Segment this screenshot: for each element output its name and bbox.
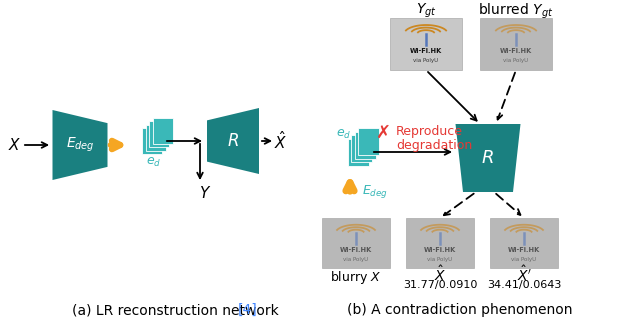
Text: R: R bbox=[482, 149, 494, 167]
Text: Wi-Fi.HK: Wi-Fi.HK bbox=[508, 247, 540, 253]
Polygon shape bbox=[207, 108, 259, 174]
Text: Wi-Fi.HK: Wi-Fi.HK bbox=[500, 48, 532, 54]
FancyBboxPatch shape bbox=[149, 121, 169, 147]
Text: Reproduce: Reproduce bbox=[396, 124, 463, 137]
Polygon shape bbox=[52, 110, 107, 180]
Text: via PolyU: via PolyU bbox=[511, 257, 537, 262]
Text: (a) LR reconstruction network: (a) LR reconstruction network bbox=[72, 303, 283, 317]
Text: $Y$: $Y$ bbox=[199, 185, 211, 201]
Text: Wi-Fi.HK: Wi-Fi.HK bbox=[340, 247, 372, 253]
Text: via PolyU: via PolyU bbox=[504, 58, 528, 63]
FancyBboxPatch shape bbox=[322, 218, 390, 268]
Text: $\hat{X}'$: $\hat{X}'$ bbox=[516, 264, 532, 284]
FancyBboxPatch shape bbox=[145, 124, 166, 150]
FancyBboxPatch shape bbox=[355, 131, 375, 158]
Text: ✗: ✗ bbox=[375, 124, 391, 142]
Text: (b) A contradiction phenomenon: (b) A contradiction phenomenon bbox=[347, 303, 573, 317]
FancyBboxPatch shape bbox=[390, 18, 462, 70]
Text: via PolyU: via PolyU bbox=[343, 257, 368, 262]
Text: Wi-Fi.HK: Wi-Fi.HK bbox=[410, 48, 442, 54]
Text: $\hat{X}$: $\hat{X}$ bbox=[434, 264, 446, 284]
FancyBboxPatch shape bbox=[358, 128, 379, 155]
Text: via PolyU: via PolyU bbox=[413, 58, 439, 63]
Text: R: R bbox=[228, 132, 239, 150]
Text: $e_d$: $e_d$ bbox=[147, 155, 162, 169]
FancyBboxPatch shape bbox=[406, 218, 474, 268]
FancyBboxPatch shape bbox=[142, 128, 162, 154]
Polygon shape bbox=[456, 124, 521, 192]
FancyBboxPatch shape bbox=[348, 138, 368, 165]
Text: $E_{deg}$: $E_{deg}$ bbox=[66, 136, 94, 154]
Text: blurry $X$: blurry $X$ bbox=[330, 269, 382, 286]
Text: $Y_{gt}$: $Y_{gt}$ bbox=[416, 2, 436, 20]
Text: $X$: $X$ bbox=[8, 137, 21, 153]
Text: via PolyU: via PolyU bbox=[427, 257, 453, 262]
FancyBboxPatch shape bbox=[490, 218, 558, 268]
Text: blurred $Y_{gt}$: blurred $Y_{gt}$ bbox=[478, 1, 554, 21]
FancyBboxPatch shape bbox=[480, 18, 552, 70]
Text: $E_{deg}$: $E_{deg}$ bbox=[362, 183, 388, 200]
Text: [4]: [4] bbox=[238, 303, 258, 317]
Text: 31.77/0.0910: 31.77/0.0910 bbox=[403, 280, 477, 290]
Text: 34.41/0.0643: 34.41/0.0643 bbox=[487, 280, 561, 290]
FancyBboxPatch shape bbox=[351, 135, 372, 162]
Text: $e_d$: $e_d$ bbox=[336, 127, 351, 140]
Text: degradation: degradation bbox=[396, 139, 472, 152]
FancyBboxPatch shape bbox=[152, 118, 173, 143]
Text: Wi-Fi.HK: Wi-Fi.HK bbox=[424, 247, 456, 253]
Text: $\hat{X}$: $\hat{X}$ bbox=[274, 130, 288, 152]
